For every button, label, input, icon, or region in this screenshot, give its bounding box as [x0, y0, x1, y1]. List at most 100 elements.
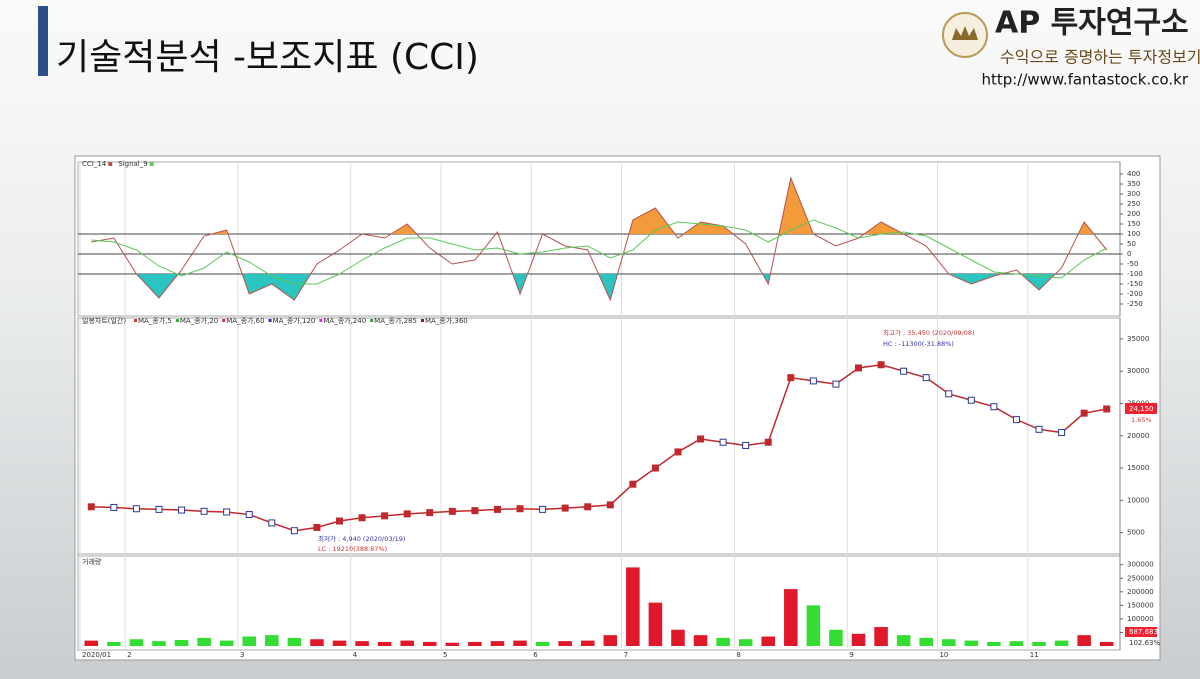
price-candle: [1012, 416, 1020, 424]
y-tick-label: 50: [1127, 240, 1136, 248]
x-tick-label: 10: [939, 651, 948, 659]
volume-bar: [129, 639, 144, 646]
volume-bar: [761, 636, 776, 646]
y-tick-label: 15000: [1127, 464, 1149, 472]
price-candle: [651, 464, 659, 472]
price-candle: [832, 380, 840, 388]
volume-bar: [738, 639, 753, 646]
volume-bar: [626, 567, 640, 646]
current-box: [1125, 627, 1157, 637]
chart-frame: [74, 155, 1161, 661]
price-candle: [606, 501, 614, 509]
price-candle: [990, 403, 998, 411]
price-candle: [403, 510, 411, 518]
x-tick-label: 11: [1030, 651, 1039, 659]
annotation: 102.63%: [1129, 639, 1160, 647]
price-candle: [539, 505, 547, 513]
y-tick-label: -50: [1127, 260, 1138, 268]
y-tick-label: 250: [1127, 200, 1140, 208]
price-candle: [493, 505, 501, 513]
annotation: 687,683: [1129, 628, 1158, 636]
legend-label: MA_종가,285: [374, 316, 417, 325]
legend-swatch: [175, 319, 179, 322]
current-price: 24,150: [1129, 405, 1154, 413]
price-candle: [967, 396, 975, 404]
x-tick-label: 3: [240, 651, 244, 659]
y-tick-label: 300: [1127, 190, 1140, 198]
volume-bar: [648, 602, 663, 646]
volume-bar: [332, 640, 347, 646]
volume-bar: [152, 641, 166, 646]
price-candle: [200, 507, 208, 515]
legend-swatch: [222, 319, 226, 322]
x-tick-label: 4: [353, 651, 358, 659]
annotation: 최고가 : 35,450 (2020/09/08): [883, 328, 975, 337]
price-candle: [1035, 425, 1043, 433]
cci-fill: [91, 274, 1107, 300]
volume-bar: [355, 641, 369, 646]
price-candle: [223, 508, 231, 516]
volume-bar: [851, 633, 866, 646]
price-candle: [1103, 405, 1111, 413]
x-tick-label: 5: [443, 651, 447, 659]
price-candle: [336, 517, 343, 525]
volume-bar: [265, 635, 279, 646]
volume-bar: [671, 629, 685, 646]
price-candle: [945, 390, 953, 398]
y-tick-label: 300000: [1127, 561, 1154, 569]
volume-bar: [693, 635, 708, 646]
y-tick-label: 250000: [1127, 574, 1154, 582]
y-tick-label: 150000: [1127, 601, 1154, 609]
volume-bar: [1009, 641, 1024, 646]
legend-swatch: [108, 162, 113, 166]
panel-title: 일봉차트(일간): [82, 316, 126, 325]
y-tick-label: 100000: [1127, 615, 1154, 623]
volume-bar: [603, 635, 618, 646]
price-candle: [110, 503, 118, 511]
volume-bar: [490, 641, 505, 646]
price-candle: [877, 361, 885, 369]
x-tick-label: 7: [624, 651, 628, 659]
price-candle: [922, 374, 930, 382]
brand: AP 투자연구소: [995, 6, 1189, 41]
price-candle: [742, 441, 750, 449]
price-candle: [516, 505, 524, 513]
volume-bar: [874, 627, 888, 646]
y-tick-label: -150: [1127, 280, 1143, 288]
legend-label: MA_종가,20: [180, 316, 218, 325]
volume-bar: [941, 639, 956, 646]
price-candle: [245, 511, 253, 519]
x-tick-label: 2020/01: [82, 651, 111, 659]
slogan: 수익으로 증명하는 투자정보기업: [1000, 48, 1200, 67]
y-tick-label: 35000: [1127, 335, 1149, 343]
legend-label: MA_종가,240: [323, 316, 366, 325]
volume-bar: [964, 640, 979, 646]
price-candle: [132, 505, 140, 513]
legend-swatch: [134, 319, 137, 322]
volume-bar: [84, 640, 99, 646]
y-tick-label: -100: [1127, 270, 1143, 278]
price-candle: [719, 438, 727, 446]
y-tick-label: 400: [1127, 170, 1140, 178]
price-candle: [697, 435, 705, 443]
price-candle: [87, 503, 95, 511]
y-tick-label: 200: [1127, 210, 1140, 218]
volume-bar: [535, 641, 550, 646]
volume-bar: [896, 635, 911, 646]
volume-bar: [806, 605, 821, 646]
title-bar: [38, 6, 48, 76]
volume-bar: [580, 640, 595, 646]
url: http://www.fantastock.co.kr: [981, 71, 1188, 89]
annotation: 최저가 : 4,940 (2020/03/19): [318, 534, 405, 543]
volume-bar: [1077, 635, 1091, 646]
price-candle: [290, 527, 298, 535]
legend-label: MA_종가,360: [425, 316, 468, 325]
y-tick-label: 5000: [1127, 529, 1145, 537]
annotation: HC : -11300(-31.88%): [883, 340, 954, 348]
legend-label: Signal_9: [118, 160, 147, 168]
y-tick-label: 350: [1127, 180, 1140, 188]
volume-bar: [242, 636, 257, 646]
legend-label: MA_종가,5: [138, 316, 172, 325]
